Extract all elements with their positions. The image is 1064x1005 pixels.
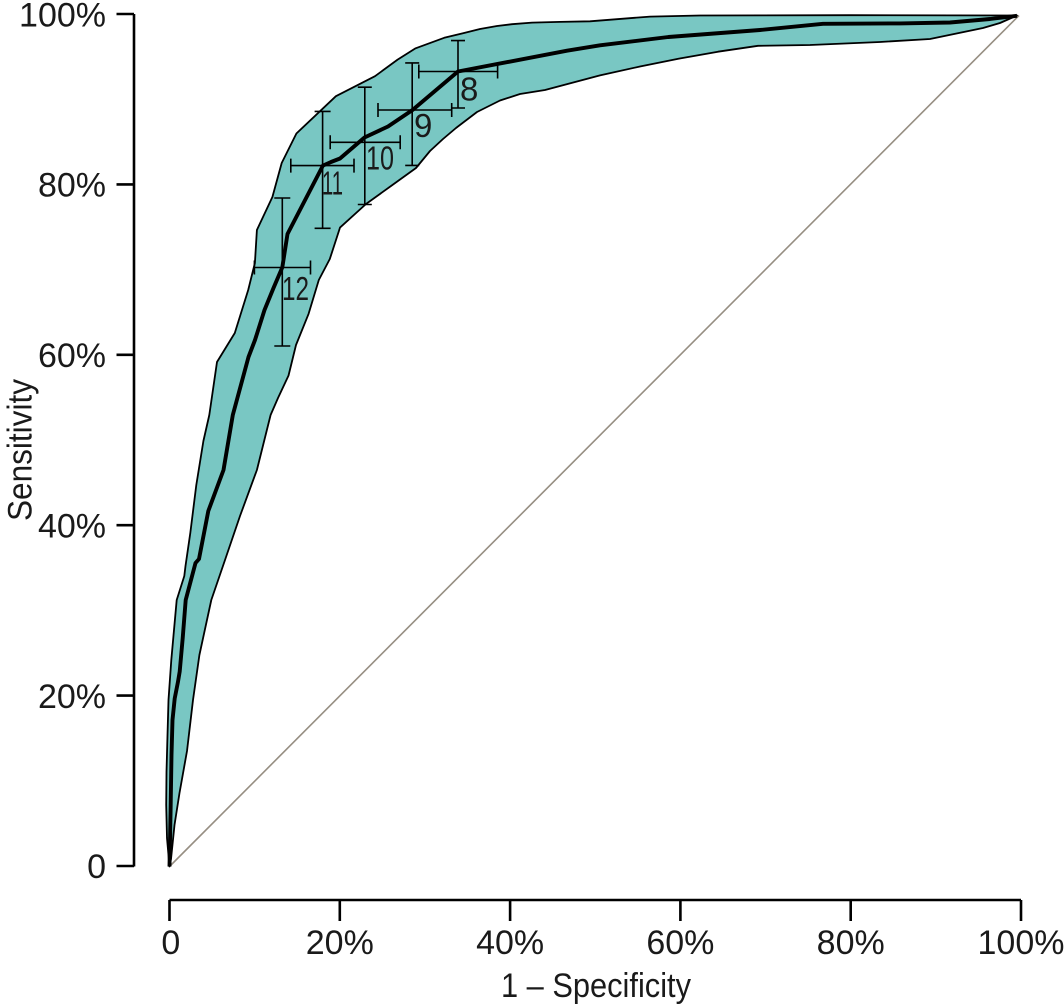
svg-text:Sensitivity: Sensitivity xyxy=(2,379,40,521)
svg-text:8: 8 xyxy=(460,71,478,108)
svg-text:60%: 60% xyxy=(38,337,106,375)
svg-text:11: 11 xyxy=(322,165,343,202)
svg-text:80%: 80% xyxy=(817,924,885,962)
svg-text:80%: 80% xyxy=(38,167,106,205)
svg-text:40%: 40% xyxy=(38,507,106,545)
svg-text:0: 0 xyxy=(87,848,106,886)
svg-text:10: 10 xyxy=(366,140,394,177)
svg-text:12: 12 xyxy=(282,270,309,307)
svg-text:20%: 20% xyxy=(306,924,374,962)
svg-text:100%: 100% xyxy=(19,0,106,35)
svg-text:20%: 20% xyxy=(38,678,106,716)
svg-text:0: 0 xyxy=(161,924,180,962)
svg-text:9: 9 xyxy=(414,107,432,144)
svg-text:100%: 100% xyxy=(978,924,1064,962)
svg-text:60%: 60% xyxy=(646,924,714,962)
svg-text:1 – Specificity: 1 – Specificity xyxy=(501,967,691,1005)
svg-text:40%: 40% xyxy=(476,924,544,962)
